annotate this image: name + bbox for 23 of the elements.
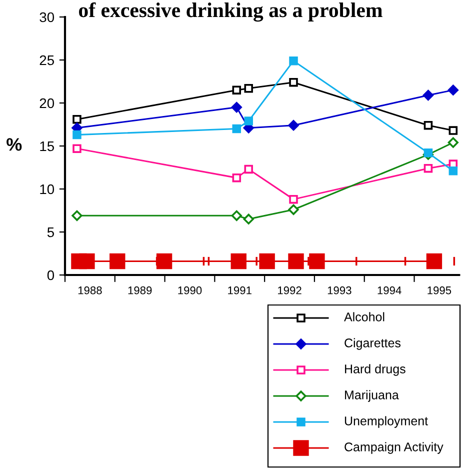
legend-label: Cigarettes [344,338,401,350]
x-tick-label: 1992 [278,286,302,294]
y-tick-label: 0 [47,270,54,280]
x-tick-label: 1991 [228,286,252,294]
x-tick-label: 1990 [178,286,202,294]
y-axis-title: % [6,138,22,151]
x-tick-label: 1989 [128,286,152,294]
y-tick-label: 20 [40,98,54,108]
legend-label: Hard drugs [345,364,406,376]
x-tick-label: 1994 [378,286,402,294]
chart-title: of excessive drinking as a problem [78,2,382,22]
y-tick-label: 30 [40,12,54,22]
x-tick-label: 1995 [428,286,452,294]
legend-label: Unemployment [344,416,428,428]
legend-label: Alcohol [344,312,384,322]
y-tick-label: 5 [47,227,54,238]
y-tick-label: 15 [40,141,54,152]
legend-label: Campaign Activity [344,442,444,454]
x-tick-label: 1993 [328,286,352,294]
y-tick-label: 10 [40,184,54,194]
y-tick-label: 25 [40,55,54,66]
legend-label: Marijuana [345,390,399,402]
x-tick-label: 1988 [78,286,102,294]
